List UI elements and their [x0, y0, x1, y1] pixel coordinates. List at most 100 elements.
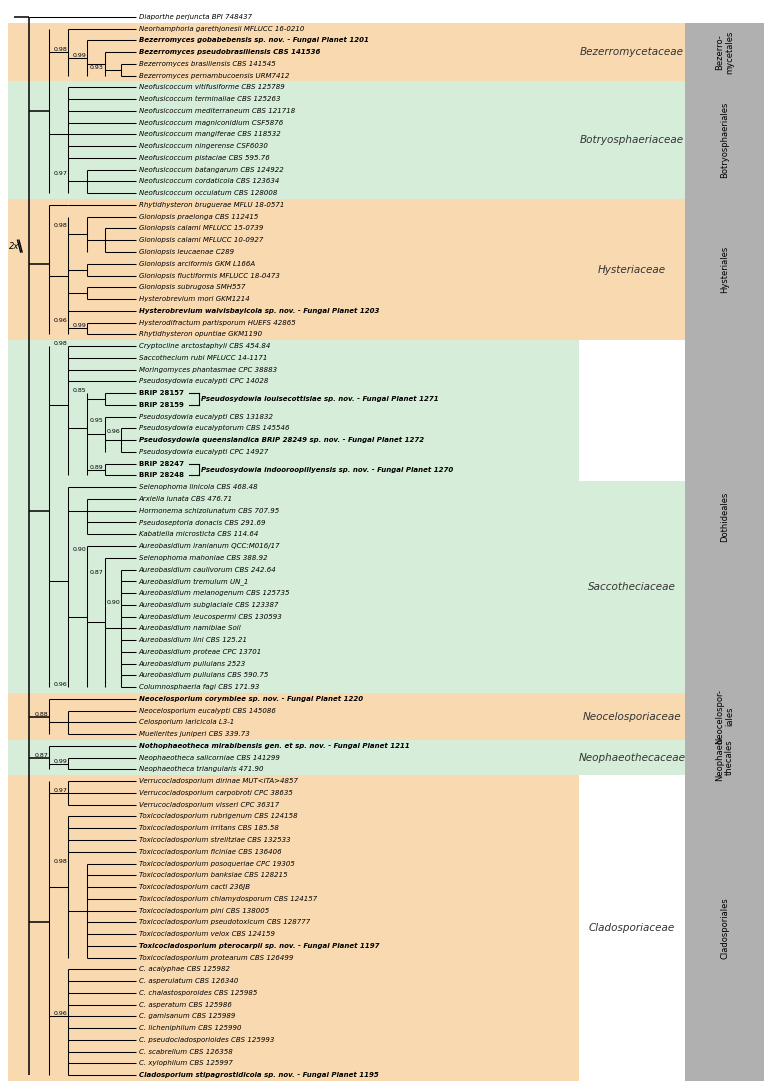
- Text: Neofusicoccum magniconidium CSF5876: Neofusicoccum magniconidium CSF5876: [139, 120, 283, 126]
- Bar: [685, 740, 764, 775]
- Bar: [8, 341, 579, 693]
- Text: C. xylophilum CBS 125997: C. xylophilum CBS 125997: [139, 1060, 232, 1067]
- Text: 0.97: 0.97: [53, 788, 67, 793]
- Text: C. gamisanum CBS 125989: C. gamisanum CBS 125989: [139, 1013, 235, 1020]
- Bar: [685, 693, 764, 740]
- Bar: [685, 341, 764, 693]
- Text: Neorhamphorla garethjonesii MFLUCC 16-0210: Neorhamphorla garethjonesii MFLUCC 16-02…: [139, 25, 304, 32]
- Text: Neofusicoccum mediterraneum CBS 121718: Neofusicoccum mediterraneum CBS 121718: [139, 108, 295, 114]
- Text: Toxicocladosporium pseudotoxicum CBS 128777: Toxicocladosporium pseudotoxicum CBS 128…: [139, 919, 310, 925]
- Text: Toxicocladosporium rubrigenum CBS 124158: Toxicocladosporium rubrigenum CBS 124158: [139, 814, 297, 819]
- Text: 0.99: 0.99: [73, 323, 86, 329]
- Text: Verrucocladosporium visseri CPC 36317: Verrucocladosporium visseri CPC 36317: [139, 802, 279, 808]
- Text: Arxiella lunata CBS 476.71: Arxiella lunata CBS 476.71: [139, 496, 232, 502]
- Text: 0.98: 0.98: [54, 47, 67, 52]
- Text: Gloniopsis arciformis GKM L166A: Gloniopsis arciformis GKM L166A: [139, 261, 255, 266]
- Text: Aureobasidium caulivorum CBS 242.64: Aureobasidium caulivorum CBS 242.64: [139, 567, 276, 572]
- Text: 0.87: 0.87: [90, 570, 103, 575]
- Text: 0.90: 0.90: [73, 547, 86, 551]
- Text: 0.98: 0.98: [54, 858, 67, 864]
- Text: Neofusicoccum mangiferae CBS 118532: Neofusicoccum mangiferae CBS 118532: [139, 131, 280, 138]
- Text: Gloniopsis leucaenae C289: Gloniopsis leucaenae C289: [139, 249, 234, 256]
- Text: Neocelosporiaceae: Neocelosporiaceae: [583, 712, 681, 722]
- Text: Rhytidhysteron opuntiae GKM1190: Rhytidhysteron opuntiae GKM1190: [139, 331, 262, 337]
- Text: Aureobasidium namibiae Soil: Aureobasidium namibiae Soil: [139, 626, 242, 631]
- Bar: [8, 693, 579, 740]
- Bar: [685, 82, 764, 199]
- Text: 0.98: 0.98: [54, 224, 67, 228]
- Text: Hysterobrevium walvisbayicola sp. nov. - Fungal Planet 1203: Hysterobrevium walvisbayicola sp. nov. -…: [139, 308, 379, 313]
- Text: Neofusicoccum vitifusiforme CBS 125789: Neofusicoccum vitifusiforme CBS 125789: [139, 84, 284, 91]
- Text: Gloniopsis subrugosa SMH557: Gloniopsis subrugosa SMH557: [139, 284, 245, 290]
- Text: Hysteriaceae: Hysteriaceae: [598, 264, 666, 275]
- Text: Saccotheciaceae: Saccotheciaceae: [588, 582, 676, 592]
- Text: Hysteriales: Hysteriales: [720, 246, 729, 294]
- Text: Saccothecium rubi MFLUCC 14-1171: Saccothecium rubi MFLUCC 14-1171: [139, 355, 267, 360]
- Text: Moringomyces phantasmae CPC 38883: Moringomyces phantasmae CPC 38883: [139, 367, 276, 372]
- Text: 0.90: 0.90: [107, 600, 120, 605]
- Text: Hormonema schizolunatum CBS 707.95: Hormonema schizolunatum CBS 707.95: [139, 508, 279, 513]
- Text: Toxicocladosporium posoqueriae CPC 19305: Toxicocladosporium posoqueriae CPC 19305: [139, 860, 294, 867]
- Bar: [685, 23, 764, 82]
- Text: Verrucocladosporium dirinae MUT<ITA>4857: Verrucocladosporium dirinae MUT<ITA>4857: [139, 779, 297, 784]
- Text: Pseudosydowia eucalypti CPC 14028: Pseudosydowia eucalypti CPC 14028: [139, 378, 268, 384]
- Text: BRIP 28247: BRIP 28247: [139, 461, 184, 466]
- Text: Toxicocladosporium protearum CBS 126499: Toxicocladosporium protearum CBS 126499: [139, 954, 293, 961]
- Text: Aureobasidium tremulum UN_1: Aureobasidium tremulum UN_1: [139, 578, 249, 584]
- Text: 0.87: 0.87: [35, 752, 49, 758]
- Text: Gloniopsis calami MFLUCC 10-0927: Gloniopsis calami MFLUCC 10-0927: [139, 237, 263, 244]
- Bar: [685, 775, 764, 1081]
- Text: Celosporium laricicola L3-1: Celosporium laricicola L3-1: [139, 720, 234, 725]
- Text: C. asperulatum CBS 126340: C. asperulatum CBS 126340: [139, 978, 238, 984]
- Text: Kabatiella microsticta CBS 114.64: Kabatiella microsticta CBS 114.64: [139, 531, 258, 537]
- Bar: [579, 199, 685, 341]
- Text: Neocelosporium corymbiee sp. nov. - Fungal Planet 1220: Neocelosporium corymbiee sp. nov. - Fung…: [139, 696, 363, 702]
- Text: Aureobasidium iranianum QCC:M016/17: Aureobasidium iranianum QCC:M016/17: [139, 543, 280, 549]
- Text: Pseudosydowia eucalypti CPC 14927: Pseudosydowia eucalypti CPC 14927: [139, 449, 268, 455]
- Text: Pseudosydowia queenslandica BRIP 28249 sp. nov. - Fungal Planet 1272: Pseudosydowia queenslandica BRIP 28249 s…: [139, 437, 424, 443]
- Text: Toxicocladosporium banksiae CBS 128215: Toxicocladosporium banksiae CBS 128215: [139, 873, 287, 878]
- Text: 0.96: 0.96: [54, 318, 67, 322]
- Text: BRIP 28159: BRIP 28159: [139, 402, 184, 408]
- Text: C. acalyphae CBS 125982: C. acalyphae CBS 125982: [139, 966, 229, 972]
- Text: Pseudosydowia louisecottisiae sp. nov. - Fungal Planet 1271: Pseudosydowia louisecottisiae sp. nov. -…: [201, 396, 439, 402]
- Text: Pseudosydowia eucalypti CBS 131832: Pseudosydowia eucalypti CBS 131832: [139, 414, 273, 419]
- Text: Aureobasidium leucospermi CBS 130593: Aureobasidium leucospermi CBS 130593: [139, 614, 283, 619]
- Text: C. asperatum CBS 125986: C. asperatum CBS 125986: [139, 1001, 232, 1008]
- Text: Neofusicoccum batangarum CBS 124922: Neofusicoccum batangarum CBS 124922: [139, 167, 283, 173]
- Text: Neocelosporium eucalypti CBS 145086: Neocelosporium eucalypti CBS 145086: [139, 708, 276, 714]
- Text: Muellerites juniperi CBS 339.73: Muellerites juniperi CBS 339.73: [139, 732, 249, 737]
- Bar: [8, 23, 579, 82]
- Text: Botryosphaeriales: Botryosphaeriales: [720, 102, 729, 178]
- Text: Dothideales: Dothideales: [720, 491, 729, 542]
- Text: BRIP 28157: BRIP 28157: [139, 390, 184, 396]
- Text: Verrucocladosporium carpobroti CPC 38635: Verrucocladosporium carpobroti CPC 38635: [139, 790, 293, 796]
- Text: Botryosphaeriaceae: Botryosphaeriaceae: [580, 135, 684, 145]
- Text: Gloniopsis calami MFLUCC 15-0739: Gloniopsis calami MFLUCC 15-0739: [139, 225, 263, 232]
- Text: Pseudosydowia indooroopillyensis sp. nov. - Fungal Planet 1270: Pseudosydowia indooroopillyensis sp. nov…: [201, 466, 454, 473]
- Text: Neophaeothecaceae: Neophaeothecaceae: [578, 752, 686, 762]
- Text: Toxicocladosporium pterocarpii sp. nov. - Fungal Planet 1197: Toxicocladosporium pterocarpii sp. nov. …: [139, 942, 379, 949]
- Text: Toxicocladosporium chlamydosporum CBS 124157: Toxicocladosporium chlamydosporum CBS 12…: [139, 895, 317, 902]
- Text: 0.85: 0.85: [73, 388, 86, 393]
- Text: Bezerromyces pseudobrasiliensis CBS 141536: Bezerromyces pseudobrasiliensis CBS 1415…: [139, 49, 320, 55]
- Text: Aureobasidium melanogenum CBS 125735: Aureobasidium melanogenum CBS 125735: [139, 590, 290, 596]
- Text: Neofusicoccum pistaciae CBS 595.76: Neofusicoccum pistaciae CBS 595.76: [139, 155, 269, 161]
- Text: Neophaeo-
thecales: Neophaeo- thecales: [715, 735, 734, 781]
- Bar: [579, 693, 685, 740]
- Text: Bezerromycetaceae: Bezerromycetaceae: [580, 47, 684, 57]
- Bar: [579, 482, 685, 693]
- Text: 0.97: 0.97: [53, 170, 67, 176]
- Text: Cladosporiaceae: Cladosporiaceae: [589, 923, 675, 934]
- Text: Toxicocladosporium ficiniae CBS 136406: Toxicocladosporium ficiniae CBS 136406: [139, 848, 281, 855]
- Text: Gloniopsis fluctiformis MFLUCC 18-0473: Gloniopsis fluctiformis MFLUCC 18-0473: [139, 273, 279, 278]
- Text: Neofusicoccum terminaliae CBS 125263: Neofusicoccum terminaliae CBS 125263: [139, 96, 280, 103]
- Bar: [579, 740, 685, 775]
- Text: 0.95: 0.95: [90, 417, 103, 423]
- Text: Nothophaeotheca mirabibensis gen. et sp. nov. - Fungal Planet 1211: Nothophaeotheca mirabibensis gen. et sp.…: [139, 743, 409, 749]
- Text: Aureobasidium subglaciale CBS 123387: Aureobasidium subglaciale CBS 123387: [139, 602, 279, 608]
- Text: Diaporthe perjuncta BPI 748437: Diaporthe perjuncta BPI 748437: [139, 14, 252, 20]
- Text: Bezerromyces brasiliensis CBS 141545: Bezerromyces brasiliensis CBS 141545: [139, 61, 276, 67]
- Text: Rhytidhysteron bruguerae MFLU 18-0571: Rhytidhysteron bruguerae MFLU 18-0571: [139, 202, 284, 207]
- Text: 0.96: 0.96: [54, 682, 67, 687]
